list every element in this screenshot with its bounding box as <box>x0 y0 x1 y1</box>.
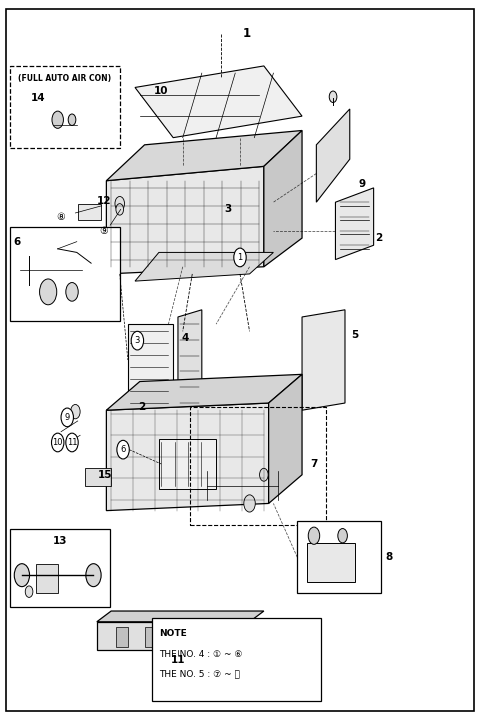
Bar <box>297 521 381 593</box>
Circle shape <box>116 204 123 215</box>
Circle shape <box>66 282 78 301</box>
Text: 11: 11 <box>171 654 185 665</box>
Circle shape <box>51 433 64 452</box>
Polygon shape <box>264 130 302 267</box>
Polygon shape <box>107 166 264 274</box>
Text: ⑧: ⑧ <box>57 212 65 222</box>
Bar <box>230 627 242 647</box>
Circle shape <box>308 527 320 544</box>
Text: 6: 6 <box>120 445 126 454</box>
Bar <box>10 528 110 608</box>
FancyBboxPatch shape <box>10 66 120 148</box>
Text: 12: 12 <box>97 196 111 206</box>
Text: 9: 9 <box>65 413 70 422</box>
Polygon shape <box>97 622 250 650</box>
Text: 8: 8 <box>386 552 393 562</box>
Text: 4: 4 <box>181 333 189 343</box>
Bar <box>202 627 214 647</box>
Polygon shape <box>107 374 302 410</box>
Polygon shape <box>336 188 373 260</box>
Bar <box>85 467 111 485</box>
Polygon shape <box>135 66 302 138</box>
Text: 1: 1 <box>238 253 242 262</box>
Circle shape <box>52 111 63 128</box>
Circle shape <box>14 564 30 587</box>
Bar <box>36 564 58 593</box>
Text: 7: 7 <box>310 459 318 469</box>
Polygon shape <box>178 310 202 410</box>
Text: 11: 11 <box>67 438 77 447</box>
Circle shape <box>86 564 101 587</box>
Circle shape <box>260 468 268 481</box>
Bar <box>116 627 128 647</box>
Text: 9: 9 <box>358 179 365 189</box>
Bar <box>190 407 326 525</box>
Text: (FULL AUTO AIR CON): (FULL AUTO AIR CON) <box>18 74 111 84</box>
Text: NOTE: NOTE <box>159 629 187 639</box>
Polygon shape <box>107 130 302 181</box>
Bar <box>152 618 321 701</box>
Circle shape <box>25 586 33 598</box>
Circle shape <box>68 114 76 125</box>
Text: 10: 10 <box>154 86 168 96</box>
Text: 1: 1 <box>243 27 251 40</box>
Circle shape <box>234 248 246 267</box>
Bar <box>159 439 216 489</box>
Circle shape <box>115 197 124 211</box>
Circle shape <box>66 433 78 452</box>
Polygon shape <box>97 611 264 622</box>
Text: 10: 10 <box>52 438 63 447</box>
Circle shape <box>131 331 144 350</box>
Text: ⑨: ⑨ <box>100 226 108 236</box>
Text: 2: 2 <box>139 402 146 412</box>
Text: 3: 3 <box>225 204 232 215</box>
Text: 13: 13 <box>53 536 67 546</box>
Polygon shape <box>107 403 269 510</box>
Text: THE NO. 4 : ① ~ ⑥: THE NO. 4 : ① ~ ⑥ <box>159 649 242 659</box>
Text: 3: 3 <box>135 336 140 345</box>
Bar <box>144 627 156 647</box>
Text: 6: 6 <box>14 237 21 247</box>
Text: 2: 2 <box>375 233 382 243</box>
Polygon shape <box>302 310 345 410</box>
Circle shape <box>244 495 255 512</box>
Circle shape <box>61 408 73 427</box>
Polygon shape <box>269 374 302 503</box>
Polygon shape <box>135 253 274 281</box>
Bar <box>78 204 101 220</box>
Circle shape <box>338 528 348 543</box>
Bar <box>173 627 185 647</box>
Polygon shape <box>128 324 173 410</box>
Text: 5: 5 <box>351 330 358 340</box>
Text: 15: 15 <box>98 469 113 480</box>
Polygon shape <box>316 109 350 202</box>
Bar <box>307 543 355 582</box>
Text: THE NO. 5 : ⑦ ~ ⑪: THE NO. 5 : ⑦ ~ ⑪ <box>159 670 240 679</box>
Text: 14: 14 <box>31 93 46 103</box>
Circle shape <box>329 91 337 102</box>
Circle shape <box>39 279 57 305</box>
Bar <box>10 228 120 320</box>
Circle shape <box>117 441 129 459</box>
Circle shape <box>71 405 80 419</box>
